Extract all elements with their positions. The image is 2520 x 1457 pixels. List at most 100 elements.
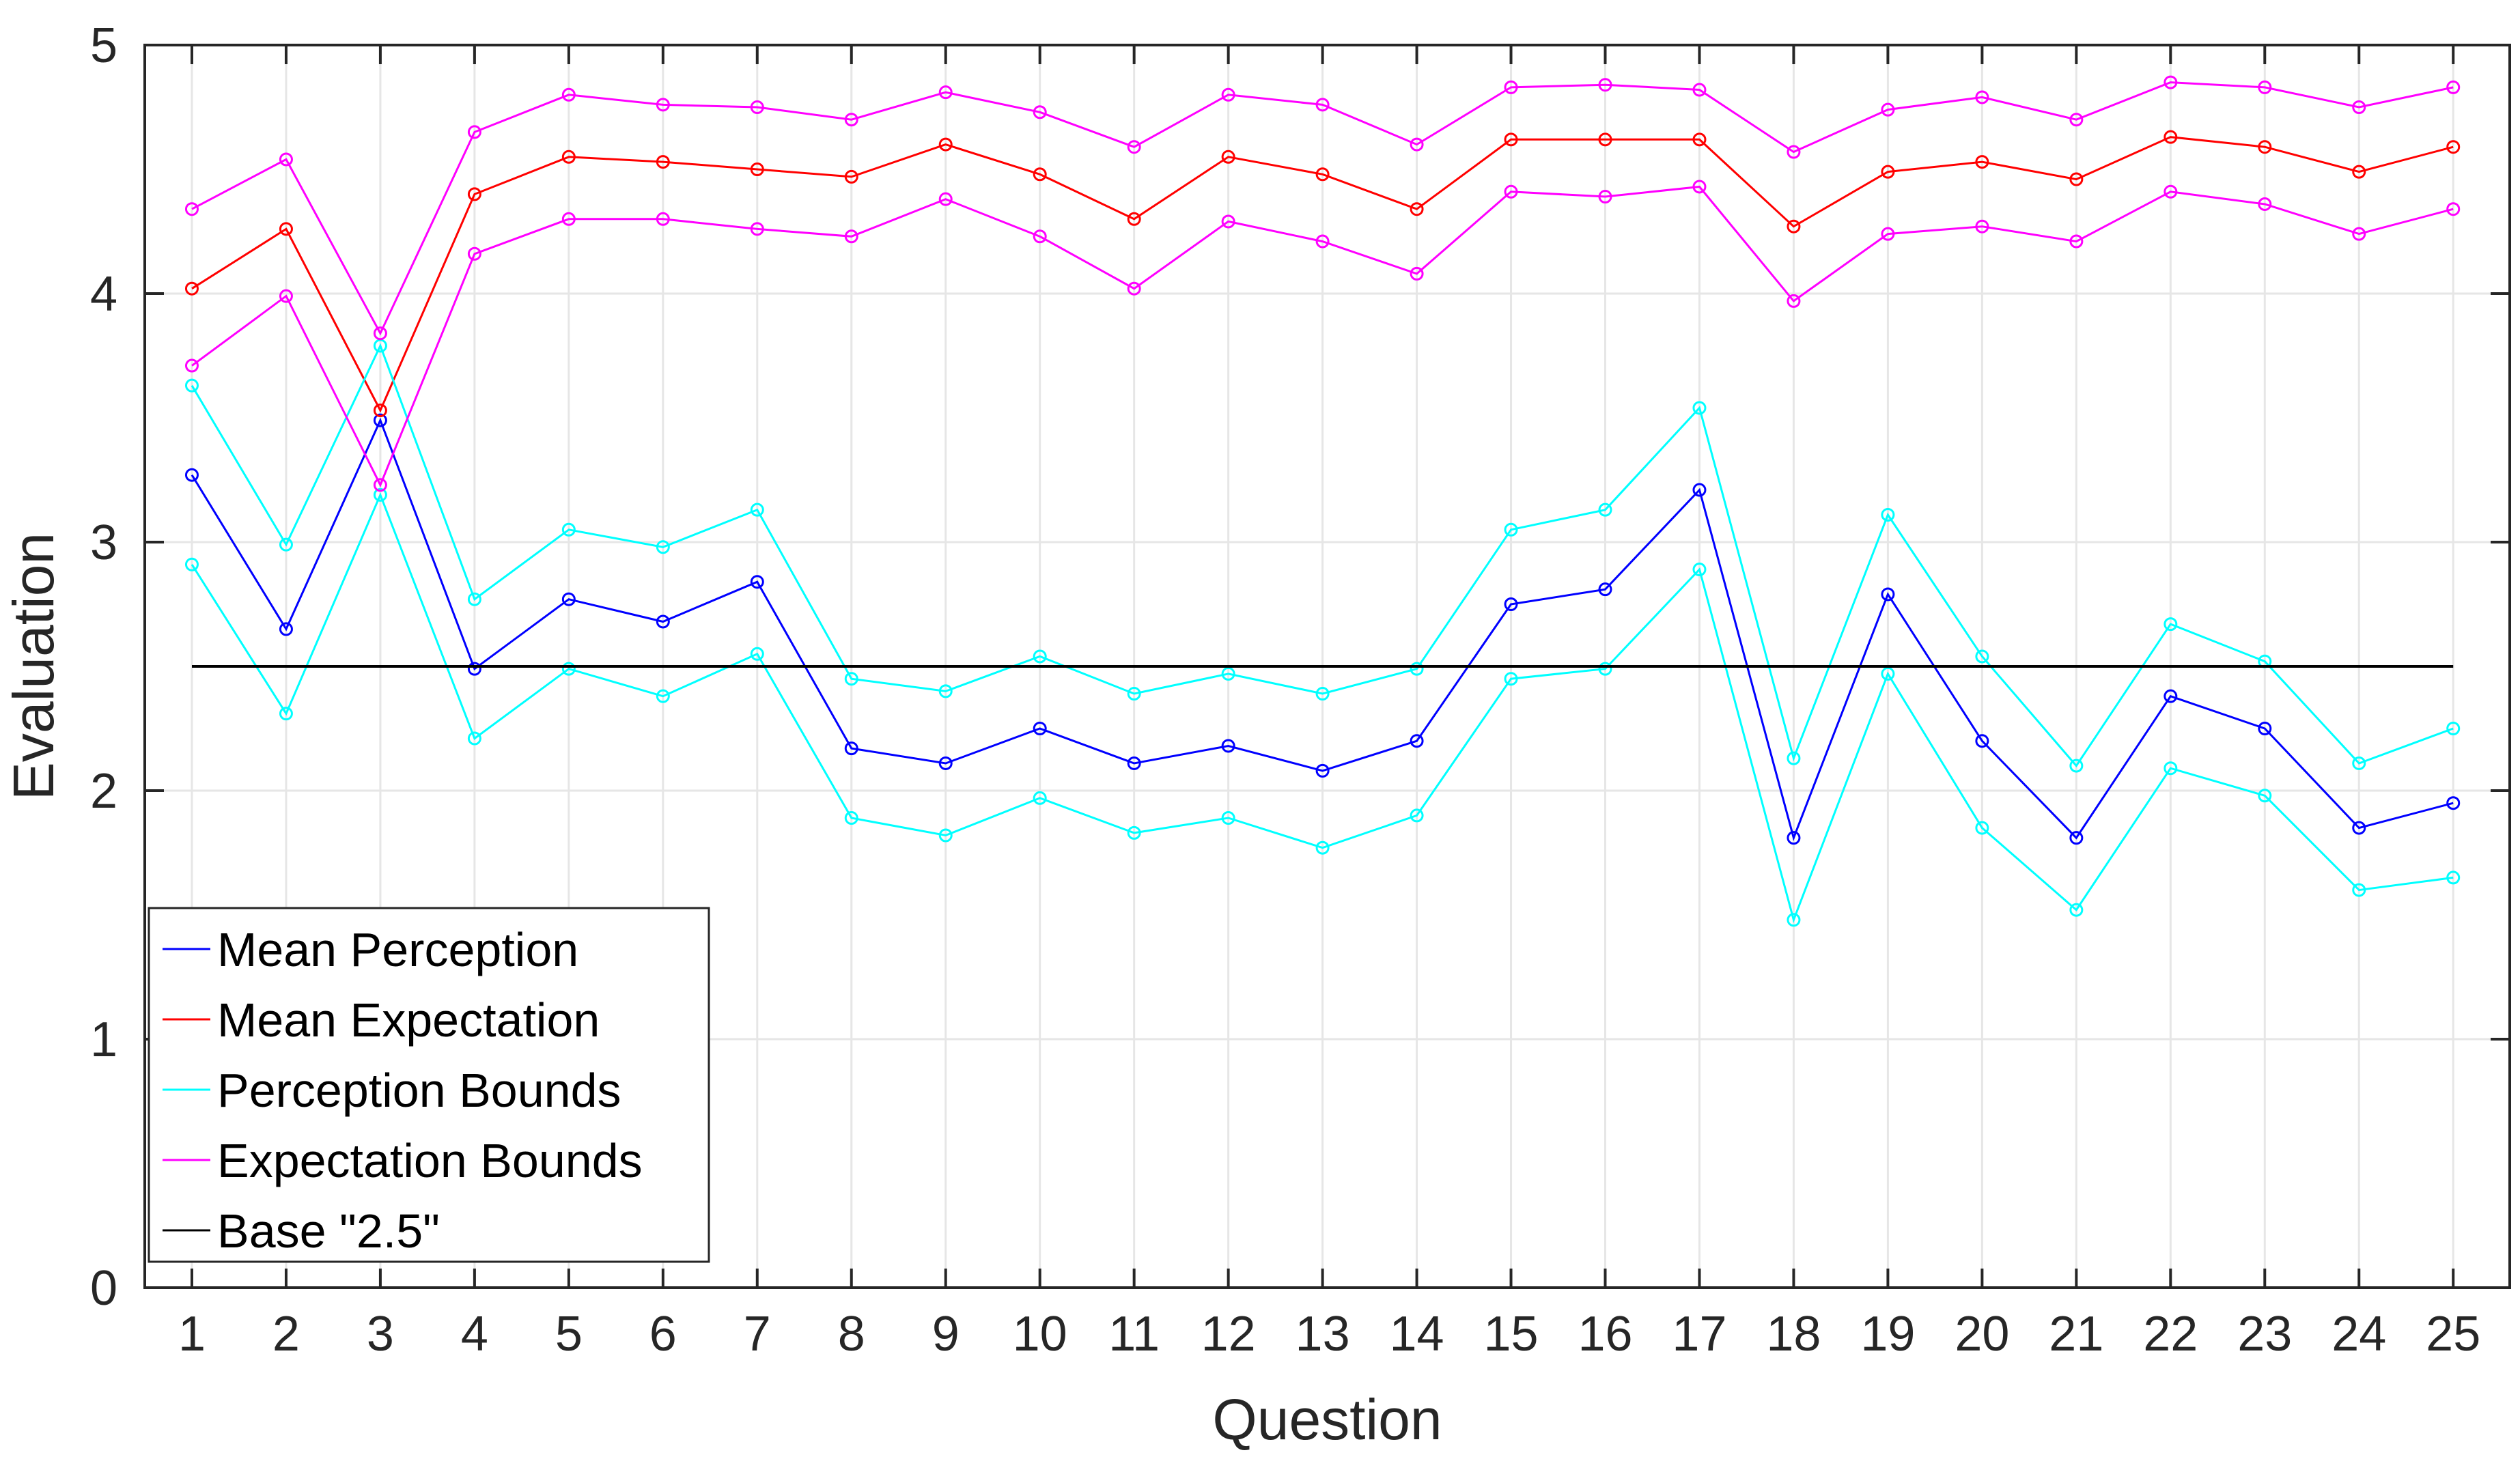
data-point (1598, 78, 1612, 92)
data-point (938, 137, 953, 152)
legend-label: Base "2.5" (217, 1204, 440, 1258)
legend-box (148, 907, 710, 1263)
data-point (2352, 227, 2366, 241)
x-tick-label: 15 (1483, 1307, 1538, 1361)
x-tick-label: 20 (1955, 1307, 2009, 1361)
data-point (1975, 734, 1989, 748)
data-point (2164, 184, 2178, 199)
data-point (2446, 796, 2461, 810)
x-tick-label: 18 (1766, 1307, 1821, 1361)
data-point (938, 828, 953, 843)
data-point (1504, 80, 1518, 94)
data-point (1315, 167, 1330, 182)
data-point (844, 169, 858, 184)
data-point (1881, 102, 1895, 117)
y-tick-label: 1 (90, 1013, 117, 1067)
y-tick-label: 3 (90, 515, 117, 570)
data-point (750, 162, 764, 176)
x-tick-label: 3 (367, 1307, 394, 1361)
data-point (184, 378, 199, 393)
x-tick-label: 16 (1578, 1307, 1632, 1361)
data-point (1315, 98, 1330, 112)
data-point (1881, 507, 1895, 522)
data-point (1881, 165, 1895, 179)
data-point (2352, 100, 2366, 114)
data-point (1033, 649, 1047, 664)
data-point (1033, 722, 1047, 735)
series-line-mean-expectation (191, 136, 2454, 413)
data-point (184, 281, 199, 296)
data-point (1975, 219, 1989, 234)
data-point (2164, 130, 2178, 144)
data-point (750, 647, 764, 661)
data-point (2258, 789, 2272, 803)
data-point (1127, 756, 1141, 770)
data-point (1598, 190, 1612, 204)
data-point (184, 358, 199, 373)
series-perception-bounds (184, 339, 2461, 773)
data-point (750, 100, 764, 114)
data-point (2446, 80, 2461, 94)
data-point (1881, 227, 1895, 241)
y-axis-label: Evaluation (1, 533, 66, 800)
x-tick-label: 9 (932, 1307, 960, 1361)
data-point (1787, 294, 1801, 308)
data-point (1975, 90, 1989, 104)
data-point (2352, 883, 2366, 897)
y-tick-label: 5 (90, 18, 117, 73)
series-line-perception-bounds (191, 343, 2454, 768)
data-point (279, 222, 293, 236)
data-point (2352, 165, 2366, 179)
data-point (656, 98, 670, 112)
data-point (1692, 180, 1707, 194)
data-point (656, 689, 670, 703)
data-point (467, 246, 481, 261)
x-tick-label: 13 (1296, 1307, 1350, 1361)
data-point (844, 741, 858, 756)
data-point (2069, 903, 2084, 917)
data-point (1504, 522, 1518, 537)
data-point (1881, 666, 1895, 681)
data-point (2164, 689, 2178, 703)
data-point (656, 155, 670, 169)
data-point (2164, 75, 2178, 89)
data-point (1315, 234, 1330, 249)
x-tick-label: 23 (2237, 1307, 2292, 1361)
series-mean-expectation (184, 130, 2461, 418)
x-tick-label: 6 (649, 1307, 677, 1361)
data-point (1787, 913, 1801, 927)
data-point (1221, 214, 1235, 229)
y-tick-label: 0 (90, 1261, 117, 1316)
data-point (467, 662, 481, 676)
x-tick-label: 5 (555, 1307, 583, 1361)
data-point (1315, 687, 1330, 701)
data-point (2258, 197, 2272, 211)
data-point (561, 592, 576, 606)
legend-label: Mean Perception (217, 923, 578, 976)
data-point (373, 413, 387, 427)
series-perception-bounds-lower (184, 487, 2461, 927)
data-point (279, 622, 293, 636)
data-point (561, 150, 576, 164)
data-point (2258, 80, 2272, 94)
series-mean-perception (184, 413, 2461, 845)
legend: Mean Perception Mean Expectation Perceptio… (148, 907, 710, 1263)
data-point (2352, 821, 2366, 835)
data-point (279, 537, 293, 552)
data-point (1787, 831, 1801, 845)
y-tick-label: 2 (90, 764, 117, 819)
data-point (184, 557, 199, 571)
data-point (844, 229, 858, 244)
data-point (1692, 83, 1707, 97)
data-point (1975, 821, 1989, 835)
data-point (1692, 563, 1707, 577)
data-point (844, 672, 858, 686)
data-point (1504, 597, 1518, 611)
data-point (2164, 617, 2178, 632)
data-point (1504, 184, 1518, 199)
data-point (2069, 831, 2084, 845)
data-point (750, 503, 764, 517)
data-point (2352, 756, 2366, 770)
x-tick-label: 17 (1672, 1307, 1726, 1361)
